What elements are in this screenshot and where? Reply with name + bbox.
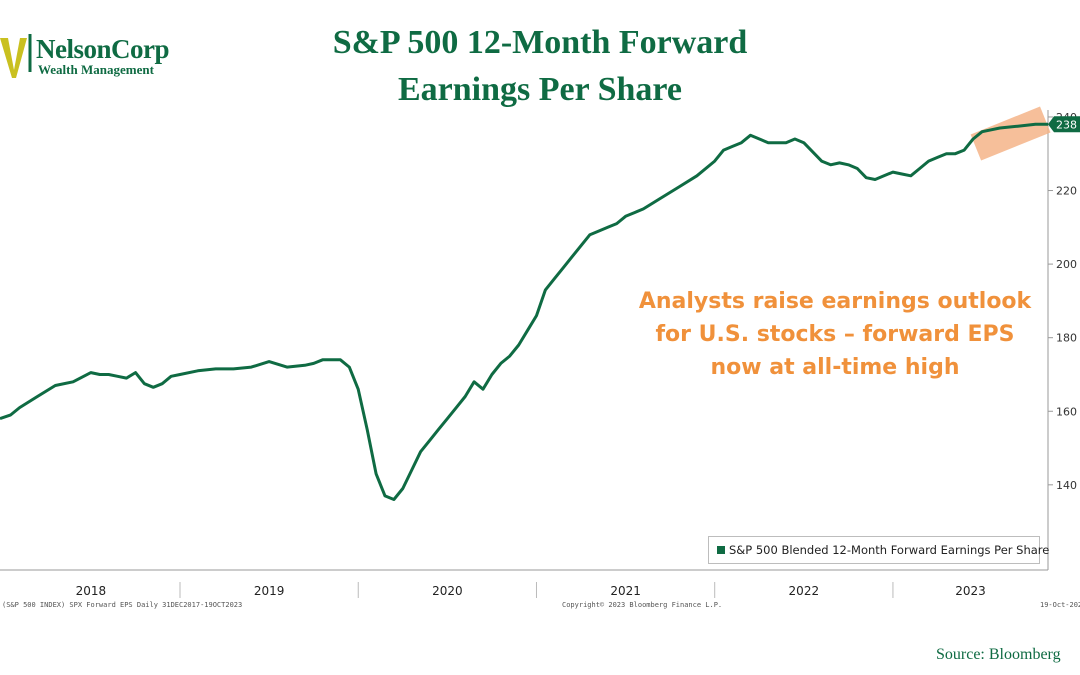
logo-subtitle: Wealth Management: [38, 62, 154, 77]
logo-mark-icon: [0, 34, 32, 78]
annotation-line-1: Analysts raise earnings outlook: [638, 289, 1032, 314]
y-tick-label: 200: [1056, 258, 1077, 271]
logo: NelsonCorp Wealth Management: [0, 22, 180, 82]
source-note: Source: Bloomberg: [936, 646, 1061, 663]
legend-swatch: [717, 546, 725, 554]
y-axis: 140160180200220240: [1047, 110, 1077, 570]
x-tick-label: 2021: [610, 584, 641, 598]
footer-left: (S&P 500 INDEX) SPX Forward EPS Daily 31…: [2, 601, 243, 609]
last-value-layer: 238: [1048, 116, 1080, 133]
legend-label: S&P 500 Blended 12-Month Forward Earning…: [729, 543, 1050, 557]
x-tick-label: 2018: [76, 584, 107, 598]
footer-right: 19-Oct-2023: [1040, 601, 1080, 609]
x-tick-label: 2020: [432, 584, 463, 598]
series-layer: [0, 122, 1048, 501]
y-tick-label: 220: [1056, 185, 1077, 198]
x-tick-label: 2022: [789, 584, 820, 598]
x-axis: 2018 2019 2020 2021 2022 2023: [0, 569, 1048, 598]
last-value-label: 238: [1056, 118, 1077, 131]
logo-name: NelsonCorp: [36, 34, 170, 64]
chart-title-line-2: Earnings Per Share: [398, 71, 682, 108]
annotation-line-2: for U.S. stocks – forward EPS: [655, 322, 1015, 347]
footer-center: Copyright© 2023 Bloomberg Finance L.P.: [562, 601, 723, 609]
y-tick-label: 180: [1056, 332, 1077, 345]
x-tick-label: 2023: [955, 584, 986, 598]
last-value-badge: [1048, 116, 1080, 133]
x-tick-label: 2019: [254, 584, 285, 598]
highlight-layer: [970, 106, 1051, 161]
chart-title-line-1: S&P 500 12-Month Forward: [332, 24, 748, 61]
series-line: [0, 122, 1048, 501]
annotation-line-3: now at all-time high: [710, 355, 960, 380]
highlight-box: [970, 106, 1051, 161]
legend: S&P 500 Blended 12-Month Forward Earning…: [708, 536, 1049, 564]
y-tick-label: 140: [1056, 479, 1077, 492]
chart-area: 140160180200220240 201820192020202120222…: [0, 106, 1080, 598]
logo-mark-shape: [0, 38, 27, 78]
annotation: Analysts raise earnings outlook for U.S.…: [625, 285, 1045, 384]
y-tick-label: 160: [1056, 405, 1077, 418]
